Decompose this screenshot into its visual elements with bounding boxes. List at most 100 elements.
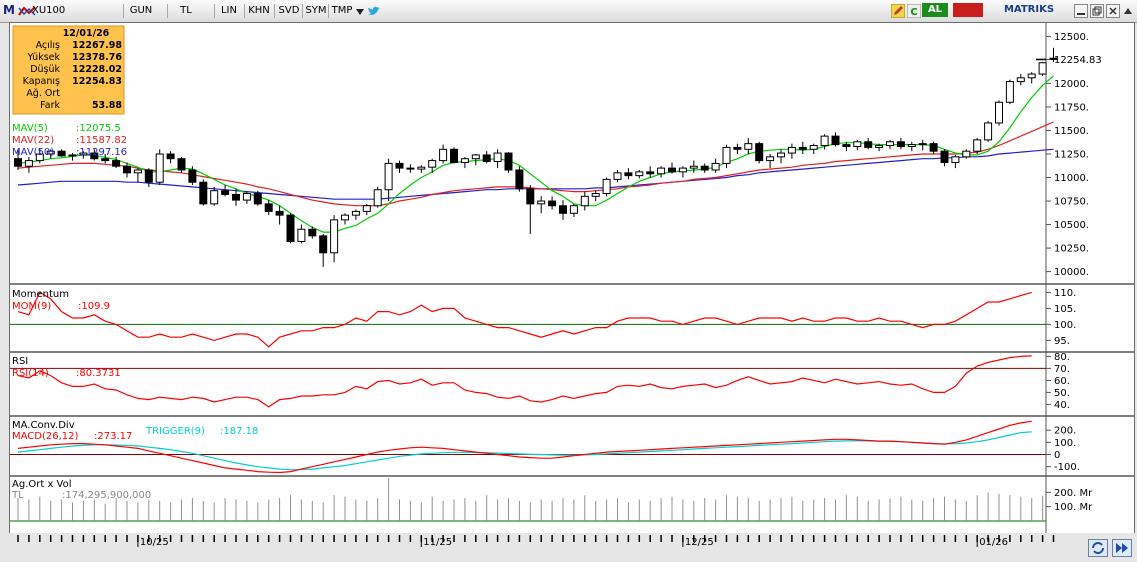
candle [798, 141, 807, 154]
candle-body [831, 135, 840, 146]
momentum-path [17, 291, 1032, 348]
candle-body [733, 146, 742, 150]
symbol-button[interactable]: SYM [302, 4, 329, 18]
price-tick-label: 10750. [1054, 197, 1089, 208]
candle-body [210, 190, 219, 205]
dropdown-arrow-icon[interactable] [354, 6, 366, 18]
candle [133, 168, 142, 183]
candle [1038, 61, 1047, 76]
symbol-switch-icon[interactable] [18, 5, 36, 17]
currency-button[interactable]: TL [167, 4, 204, 18]
candle [1016, 74, 1025, 86]
candle-body [1016, 77, 1025, 83]
sell-button[interactable] [953, 3, 983, 17]
volume-panel: 100. Mr 200. Mr Ag.Ort x Vol TL :174,295,… [10, 478, 1093, 522]
candle [559, 200, 567, 220]
mav5-legend-label: MAV(5) [12, 123, 48, 134]
restore-icon[interactable] [1090, 4, 1104, 18]
candle [14, 149, 22, 170]
candle [646, 166, 655, 178]
momentum-tick-label: 110. [1054, 288, 1076, 299]
macd-legend-value: :273.17 [94, 431, 132, 442]
candle-body [90, 152, 99, 160]
candle-body [504, 152, 513, 171]
macd-tick-label: -100. [1054, 462, 1080, 473]
candle-body [199, 181, 208, 205]
info-label-change: Fark [40, 100, 60, 111]
refresh-icon[interactable]: C [907, 4, 921, 18]
volume-tick-label: 100. Mr [1054, 502, 1093, 513]
volume-button[interactable]: SVD [274, 4, 303, 18]
candle-body [984, 122, 993, 141]
info-box: 12/01/26 Açılış 12267.98 Yüksek 12378.76… [12, 25, 125, 115]
info-label-close: Kapanış [23, 76, 60, 87]
candle-body [896, 141, 905, 147]
candle [373, 186, 382, 208]
momentum-axis-ticks: 95. 100. 105. 110. [1046, 288, 1076, 347]
candle-body [450, 148, 458, 163]
candle-body [428, 160, 437, 168]
candle [406, 164, 415, 173]
info-label-avg: Ağ. Ort [26, 88, 60, 99]
momentum-tick-label: 100. [1054, 320, 1076, 331]
candle [918, 139, 927, 151]
candle-body [613, 172, 622, 180]
brand-label: MATRIKS [1003, 4, 1055, 15]
candle [155, 149, 164, 186]
price-panel: 10000. 10250. 10500. 10750. 11000. 11250. 1150… [12, 25, 1102, 278]
linear-button[interactable]: LIN [214, 4, 243, 18]
template-button[interactable]: TMP [328, 4, 355, 18]
chart-area[interactable]: 10000. 10250. 10500. 10750. 11000. 11250. 1150… [9, 22, 1135, 534]
candle [602, 177, 611, 197]
candle-body [1038, 62, 1047, 75]
trigger-line [17, 431, 1032, 471]
candle-body [242, 193, 251, 201]
minimize-icon[interactable] [1074, 4, 1088, 18]
candle [864, 138, 873, 150]
time-axis[interactable]: 10/25 11/25 12/25 01/26 [0, 533, 1137, 562]
time-axis-bar: 10/25 11/25 12/25 01/26 [0, 533, 1137, 562]
candle-body [918, 143, 927, 146]
candle [569, 203, 578, 218]
twitter-icon[interactable] [367, 5, 381, 17]
candle [886, 139, 894, 150]
candle-body [112, 160, 121, 167]
candle [90, 149, 99, 161]
candle-body [842, 144, 851, 147]
candle-button[interactable]: KHN [244, 4, 273, 18]
symbol-label[interactable]: XU100 [32, 5, 66, 16]
time-axis-ticks [17, 535, 1055, 542]
pencil-icon[interactable] [891, 4, 905, 18]
candle [700, 163, 709, 173]
close-icon[interactable] [1106, 4, 1120, 18]
macd-tick-label: 100. [1054, 438, 1076, 449]
candle-body [373, 189, 382, 207]
candle [242, 191, 251, 204]
candle [580, 191, 589, 211]
candle [1005, 79, 1014, 105]
candle [35, 149, 44, 164]
candle-body [395, 162, 404, 169]
candle [362, 203, 371, 216]
scroll-end-icon[interactable] [1112, 539, 1132, 557]
rsi-legend-label: RSI(14) [12, 368, 49, 379]
sync-icon[interactable] [1088, 539, 1108, 557]
candle [275, 205, 284, 225]
buy-button[interactable]: AL [922, 3, 948, 17]
candle [166, 151, 175, 164]
period-button[interactable]: GUN [123, 4, 158, 18]
candle-body [787, 146, 796, 154]
candle-body [711, 162, 720, 171]
candle-body [319, 235, 328, 254]
candle [297, 224, 306, 244]
mav50-legend-label: MAV(50) [12, 147, 54, 158]
candle-body [14, 158, 22, 167]
candle [940, 149, 949, 167]
mav50-legend-value: :11297.16 [76, 147, 127, 158]
scroll-up-icon[interactable] [1122, 5, 1134, 17]
candle-body [929, 143, 938, 152]
candle [493, 149, 502, 169]
volume-axis-ticks: 100. Mr 200. Mr [1046, 488, 1093, 513]
candle [831, 132, 840, 147]
info-value-close: 12254.83 [72, 76, 122, 87]
